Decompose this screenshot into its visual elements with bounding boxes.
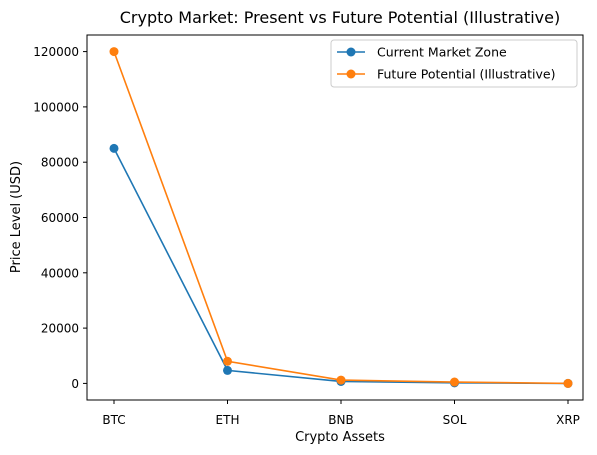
legend-label: Future Potential (Illustrative) [377, 67, 556, 82]
x-tick-label: SOL [443, 413, 467, 427]
data-point [223, 356, 232, 366]
plot-area [109, 47, 573, 388]
legend-marker [346, 69, 356, 79]
legend-marker [346, 47, 356, 57]
x-tick-label: BTC [102, 413, 125, 427]
x-tick-label: XRP [556, 413, 580, 427]
legend-label: Current Market Zone [377, 45, 507, 60]
y-tick-label: 80000 [41, 156, 79, 170]
plot-frame [86, 34, 584, 401]
x-axis-label: Crypto Assets [295, 430, 385, 445]
y-axis-label: Price Level (USD) [9, 161, 24, 273]
y-axis: 0 20000 40000 60000 80000 100000 120000 [33, 45, 87, 391]
data-point [563, 378, 573, 388]
data-point [109, 143, 119, 153]
data-point [223, 365, 232, 375]
y-tick-label: 60000 [41, 211, 79, 225]
y-tick-label: 120000 [33, 45, 79, 59]
data-point [336, 375, 346, 385]
chart-title: Crypto Market: Present vs Future Potenti… [120, 8, 560, 27]
data-point [450, 377, 459, 387]
y-tick-label: 0 [71, 377, 79, 391]
legend: Current Market Zone Future Potential (Ill… [330, 39, 578, 88]
legend-box [330, 39, 578, 88]
x-tick-label: BNB [328, 413, 353, 427]
y-tick-label: 20000 [41, 322, 79, 336]
series-line [113, 51, 569, 385]
data-point [109, 47, 119, 57]
series-line [113, 148, 569, 385]
y-tick-label: 40000 [41, 266, 79, 280]
x-tick-label: ETH [216, 413, 240, 427]
y-tick-label: 100000 [33, 100, 79, 114]
x-axis: BTC ETH BNB SOL XRP [102, 400, 580, 427]
